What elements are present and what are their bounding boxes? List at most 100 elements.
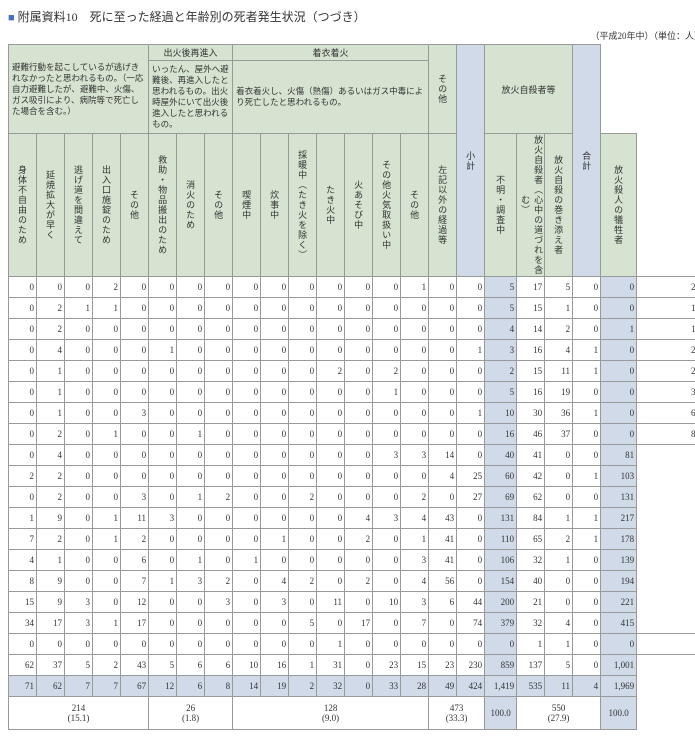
- cell: 2: [545, 319, 573, 340]
- cell: 0: [177, 613, 205, 634]
- cell: 106: [485, 550, 517, 571]
- cell: 154: [485, 571, 517, 592]
- cell: 217: [601, 508, 637, 529]
- cell: 49: [429, 676, 457, 697]
- cell: 41: [429, 529, 457, 550]
- cell: 0: [149, 445, 177, 466]
- cell: 0: [289, 340, 317, 361]
- col-header: 炊事中: [261, 134, 289, 277]
- cell: 0: [177, 445, 205, 466]
- cell: 0: [121, 340, 149, 361]
- cell: 0: [205, 550, 233, 571]
- cell: 2: [289, 571, 317, 592]
- cell: 0: [205, 466, 233, 487]
- cell: 0: [9, 340, 37, 361]
- cell: 4: [37, 340, 65, 361]
- cell: 3: [373, 445, 401, 466]
- cell: 0: [149, 298, 177, 319]
- grp-3: その他: [429, 45, 457, 134]
- cell: 0: [573, 571, 601, 592]
- cell: 3: [65, 592, 93, 613]
- cell: 43: [429, 508, 457, 529]
- cell: 0: [289, 298, 317, 319]
- cell: 0: [121, 361, 149, 382]
- cell: 0: [149, 277, 177, 298]
- cell: 0: [573, 550, 601, 571]
- cell: 0: [373, 298, 401, 319]
- cell: 3: [149, 508, 177, 529]
- cell: 0: [573, 613, 601, 634]
- cell: 8: [205, 676, 233, 697]
- cell: 0: [233, 277, 261, 298]
- cell: 0: [429, 424, 457, 445]
- cell: 0: [601, 277, 637, 298]
- cell: 0: [149, 529, 177, 550]
- cell: 0: [373, 529, 401, 550]
- cell: 36: [545, 403, 573, 424]
- cell: 0: [37, 277, 65, 298]
- cell: 0: [573, 487, 601, 508]
- cell: 0: [373, 424, 401, 445]
- col-header: 身体不自由のため: [9, 134, 37, 277]
- cell: 0: [429, 361, 457, 382]
- cell: 1: [545, 508, 573, 529]
- cell: 0: [149, 550, 177, 571]
- cell: 0: [177, 466, 205, 487]
- cell: 81: [601, 445, 637, 466]
- cell: 1: [573, 403, 601, 424]
- cell: 1: [457, 340, 485, 361]
- col-header: 採暖中（たき火を除く）: [289, 134, 317, 277]
- cell: 62: [517, 487, 545, 508]
- cell: 0: [9, 382, 37, 403]
- cell: 0: [177, 382, 205, 403]
- cell: 0: [177, 592, 205, 613]
- cell: 0: [9, 487, 37, 508]
- cell: 42: [517, 466, 545, 487]
- cell: 1: [401, 277, 429, 298]
- cell: 43: [121, 655, 149, 676]
- cell: 0: [457, 361, 485, 382]
- cell: 1: [149, 571, 177, 592]
- cell: 0: [289, 403, 317, 424]
- cell: 0: [233, 571, 261, 592]
- cell: 100.0: [485, 697, 517, 730]
- cell: 0: [317, 466, 345, 487]
- cell: 0: [345, 655, 373, 676]
- cell: 0: [373, 277, 401, 298]
- cell: 0: [233, 361, 261, 382]
- cell: 37: [37, 655, 65, 676]
- cell: 0: [289, 634, 317, 655]
- col-header: 放火自殺者（心中の道づれを含む）: [517, 134, 545, 277]
- cell: 0: [205, 508, 233, 529]
- cell: 0: [65, 487, 93, 508]
- cell: 3: [401, 592, 429, 613]
- cell: 0: [205, 634, 233, 655]
- cell: 0: [429, 487, 457, 508]
- cell: 0: [121, 466, 149, 487]
- cell: 0: [261, 424, 289, 445]
- cell: 30: [517, 403, 545, 424]
- cell: 0: [573, 319, 601, 340]
- cell: 0: [345, 382, 373, 403]
- cell: 0: [545, 445, 573, 466]
- cell: 0: [37, 634, 65, 655]
- cell: 2: [289, 487, 317, 508]
- cell: 0: [345, 298, 373, 319]
- cell: 32: [517, 550, 545, 571]
- cell: 0: [93, 487, 121, 508]
- cell: 16: [517, 340, 545, 361]
- cell: 1: [457, 403, 485, 424]
- cell: 1: [317, 634, 345, 655]
- cell: 16: [517, 382, 545, 403]
- cell: 0: [601, 403, 637, 424]
- cell: 17: [37, 613, 65, 634]
- cell: 0: [121, 298, 149, 319]
- cell: 0: [149, 487, 177, 508]
- table-row: 6237524356610161310231523230859137501,00…: [9, 655, 695, 676]
- cell: 11: [545, 361, 573, 382]
- table-row: 220000000000000425604201103: [9, 466, 695, 487]
- cell: 10: [233, 655, 261, 676]
- cell: 0: [93, 571, 121, 592]
- cell: 11: [121, 508, 149, 529]
- cell: 0: [177, 361, 205, 382]
